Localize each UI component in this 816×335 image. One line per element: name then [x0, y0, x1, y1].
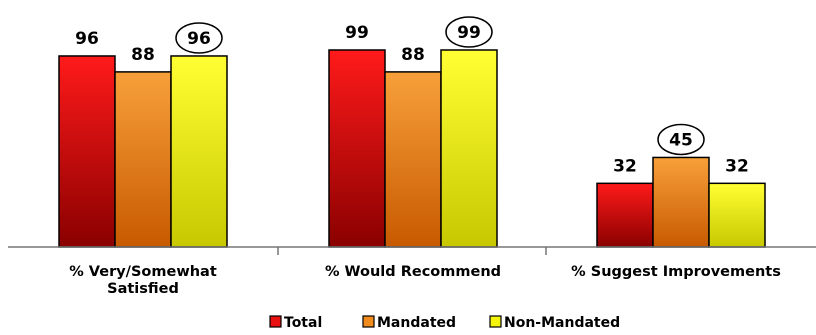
- highlight-circle-mandated-suggest-improvements: [657, 123, 705, 156]
- data-label-mandated-very-somewhat-satisfied: 88: [131, 45, 155, 65]
- highlight-circle-non-mandated-very-somewhat-satisfied: [175, 22, 223, 54]
- category-label-very-somewhat-satisfied-line-1: % Very/Somewhat: [69, 264, 217, 280]
- bar-total-suggest-improvements: [596, 182, 654, 248]
- data-label-total-very-somewhat-satisfied: 96: [75, 29, 99, 49]
- bar-mandated-would-recommend: [384, 71, 442, 248]
- category-label-would-recommend: % Would Recommend: [325, 264, 501, 280]
- data-label-total-would-recommend: 99: [345, 23, 369, 43]
- category-label-very-somewhat-satisfied-line-2: Satisfied: [107, 281, 179, 297]
- legend-swatch-total: [269, 315, 282, 328]
- data-label-non-mandated-would-recommend: 99: [457, 23, 481, 43]
- legend-label-total: Total: [284, 315, 322, 331]
- legend-label-non-mandated: Non-Mandated: [504, 315, 620, 331]
- x-axis: [8, 246, 816, 255]
- legend-swatch-mandated: [362, 315, 375, 328]
- bars-layer: 96 88 96 99 88 99 32 45 32: [58, 16, 766, 248]
- category-label-suggest-improvements: % Suggest Improvements: [571, 264, 781, 280]
- bar-non-mandated-very-somewhat-satisfied: [170, 55, 228, 248]
- legend: Total Mandated Non-Mandated: [269, 315, 620, 331]
- bar-total-would-recommend: [328, 49, 386, 248]
- data-label-non-mandated-very-somewhat-satisfied: 96: [187, 29, 211, 49]
- data-label-mandated-suggest-improvements: 45: [669, 130, 693, 150]
- bar-mandated-suggest-improvements: [652, 156, 710, 248]
- highlight-circle-non-mandated-would-recommend: [445, 16, 493, 48]
- bar-mandated-very-somewhat-satisfied: [114, 71, 172, 248]
- data-label-total-suggest-improvements: 32: [613, 156, 637, 176]
- data-label-mandated-would-recommend: 88: [401, 45, 425, 65]
- bar-non-mandated-suggest-improvements: [708, 182, 766, 248]
- data-label-non-mandated-suggest-improvements: 32: [725, 156, 749, 176]
- legend-label-mandated: Mandated: [377, 315, 456, 331]
- bar-total-very-somewhat-satisfied: [58, 55, 116, 248]
- bar-non-mandated-would-recommend: [440, 49, 498, 248]
- legend-swatch-non-mandated: [489, 315, 502, 328]
